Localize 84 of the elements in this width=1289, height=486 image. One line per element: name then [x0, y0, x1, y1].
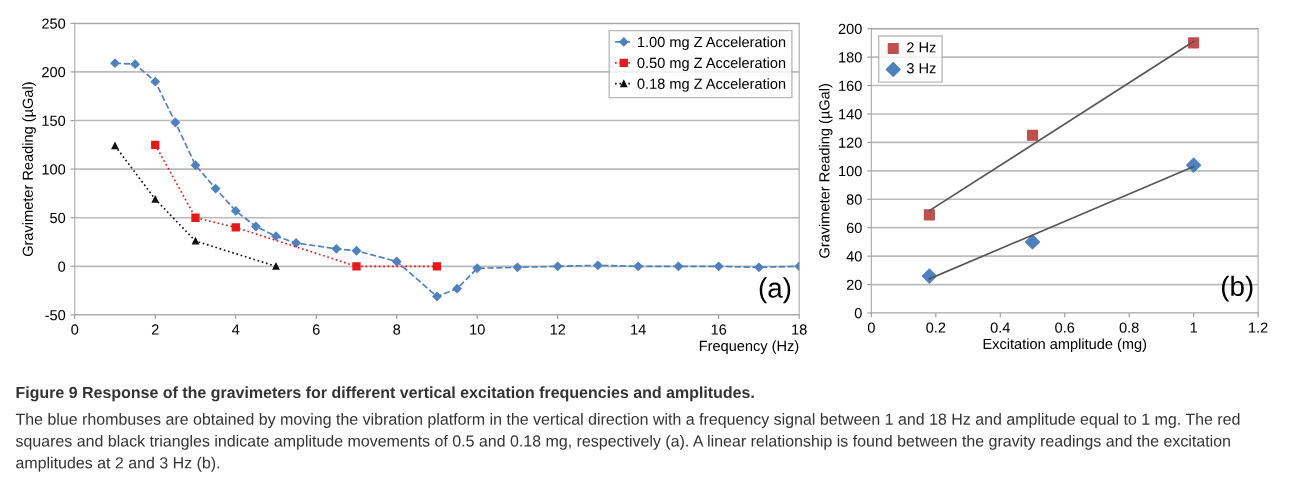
- point: [923, 209, 935, 221]
- legend-label: 2 Hz: [907, 42, 936, 53]
- point: [151, 195, 159, 203]
- point: [1024, 234, 1041, 250]
- x-tick-label: 0.4: [990, 322, 1010, 333]
- caption: Figure 9 Response of the gravimeters for different vertical excitation frequencies and amplitudes.: [16, 386, 754, 402]
- point: [272, 262, 280, 270]
- point: [432, 262, 442, 271]
- y-tick-label: 60: [846, 222, 862, 234]
- x-tick-label: 18: [792, 324, 807, 335]
- point: [190, 160, 201, 170]
- y-tick-label: 20: [846, 279, 862, 290]
- y-tick-label: 200: [838, 23, 862, 35]
- y-tick-label: -50: [45, 310, 66, 321]
- x-tick-label: 0.2: [926, 322, 946, 333]
- point: [291, 238, 301, 248]
- x-tick-label: 1: [1190, 322, 1197, 333]
- x-axis-title: Frequency (Hz): [699, 340, 799, 354]
- y-tick-label: 0: [58, 261, 66, 272]
- point: [754, 262, 764, 272]
- x-tick-label: 0.8: [1119, 322, 1139, 333]
- point: [151, 140, 160, 149]
- point: [512, 262, 523, 272]
- y-tick-label: 100: [839, 165, 862, 177]
- point: [170, 117, 180, 128]
- y-tick-label: 250: [42, 18, 66, 29]
- x-tick-label: 6: [312, 324, 320, 335]
- x-tick-label: 8: [393, 324, 401, 335]
- point: [472, 263, 482, 273]
- point: [251, 221, 261, 232]
- point: [130, 59, 140, 69]
- x-tick-label: 0: [71, 324, 79, 335]
- point: [1186, 157, 1202, 173]
- y-tick-label: 100: [42, 164, 66, 175]
- point: [192, 237, 199, 245]
- point: [452, 284, 462, 294]
- x-tick-label: 12: [550, 324, 566, 335]
- x-tick-label: 10: [470, 324, 485, 335]
- point: [593, 260, 603, 270]
- point: [111, 142, 119, 150]
- legend-label: 0.18 mg Z Acceleration: [637, 78, 786, 92]
- x-tick-label: 16: [711, 324, 727, 335]
- y-axis-title: Gravimeter Reading (µGal): [22, 82, 36, 257]
- point: [1026, 129, 1039, 141]
- x-axis-title: Excitation amplitude (mg): [983, 338, 1147, 352]
- y-tick-label: 180: [839, 52, 862, 63]
- x-tick-label: 4: [232, 324, 240, 335]
- x-tick-label: 2: [151, 324, 159, 335]
- legend-label: 3 Hz: [906, 63, 936, 74]
- annotation: (b): [1221, 275, 1253, 302]
- legend-label: 1.00 mg Z Acceleration: [638, 36, 786, 51]
- y-tick-label: 200: [42, 67, 66, 78]
- x-tick-label: 0: [867, 322, 875, 333]
- point: [210, 183, 221, 194]
- y-tick-label: 120: [839, 137, 862, 148]
- y-tick-label: 0: [854, 308, 862, 319]
- point: [432, 291, 442, 302]
- point: [352, 262, 361, 271]
- point: [271, 231, 281, 241]
- y-tick-label: 40: [846, 251, 862, 262]
- y-tick-label: 50: [50, 212, 66, 224]
- y-tick-label: 150: [42, 115, 66, 126]
- point: [110, 58, 120, 68]
- point: [633, 261, 643, 271]
- point: [714, 261, 724, 271]
- x-tick-label: 1.2: [1249, 322, 1268, 333]
- y-tick-label: 80: [846, 194, 862, 205]
- point: [331, 244, 341, 254]
- x-tick-label: 0.6: [1055, 322, 1075, 333]
- point: [553, 261, 563, 271]
- y-tick-label: 140: [839, 109, 862, 120]
- point: [392, 256, 402, 267]
- point: [231, 223, 240, 232]
- annotation: (a): [759, 277, 791, 304]
- y-tick-label: 160: [839, 80, 862, 91]
- point: [150, 77, 160, 87]
- point: [673, 261, 684, 271]
- legend-label: 0.50 mg Z Acceleration: [637, 57, 786, 71]
- point: [191, 213, 200, 222]
- point: [351, 246, 362, 256]
- text: The blue rhombuses are obtained by moving the vibration platform in the vertical direction with a frequency signal between 1 and 18 Hz and amplitude equal to 1 mg. The red squares and black triangles indicate amplitude movements of 0.5 and 0.18 mg, respectively (a). A linear relationship is found between the gravity readings and the excitation amplitudes at 2 and 3 Hz (b).: [15, 413, 1240, 472]
- point: [231, 206, 241, 216]
- y-axis-title: Gravimeter Reading (µGal): [818, 84, 833, 258]
- x-tick-label: 14: [631, 324, 646, 335]
